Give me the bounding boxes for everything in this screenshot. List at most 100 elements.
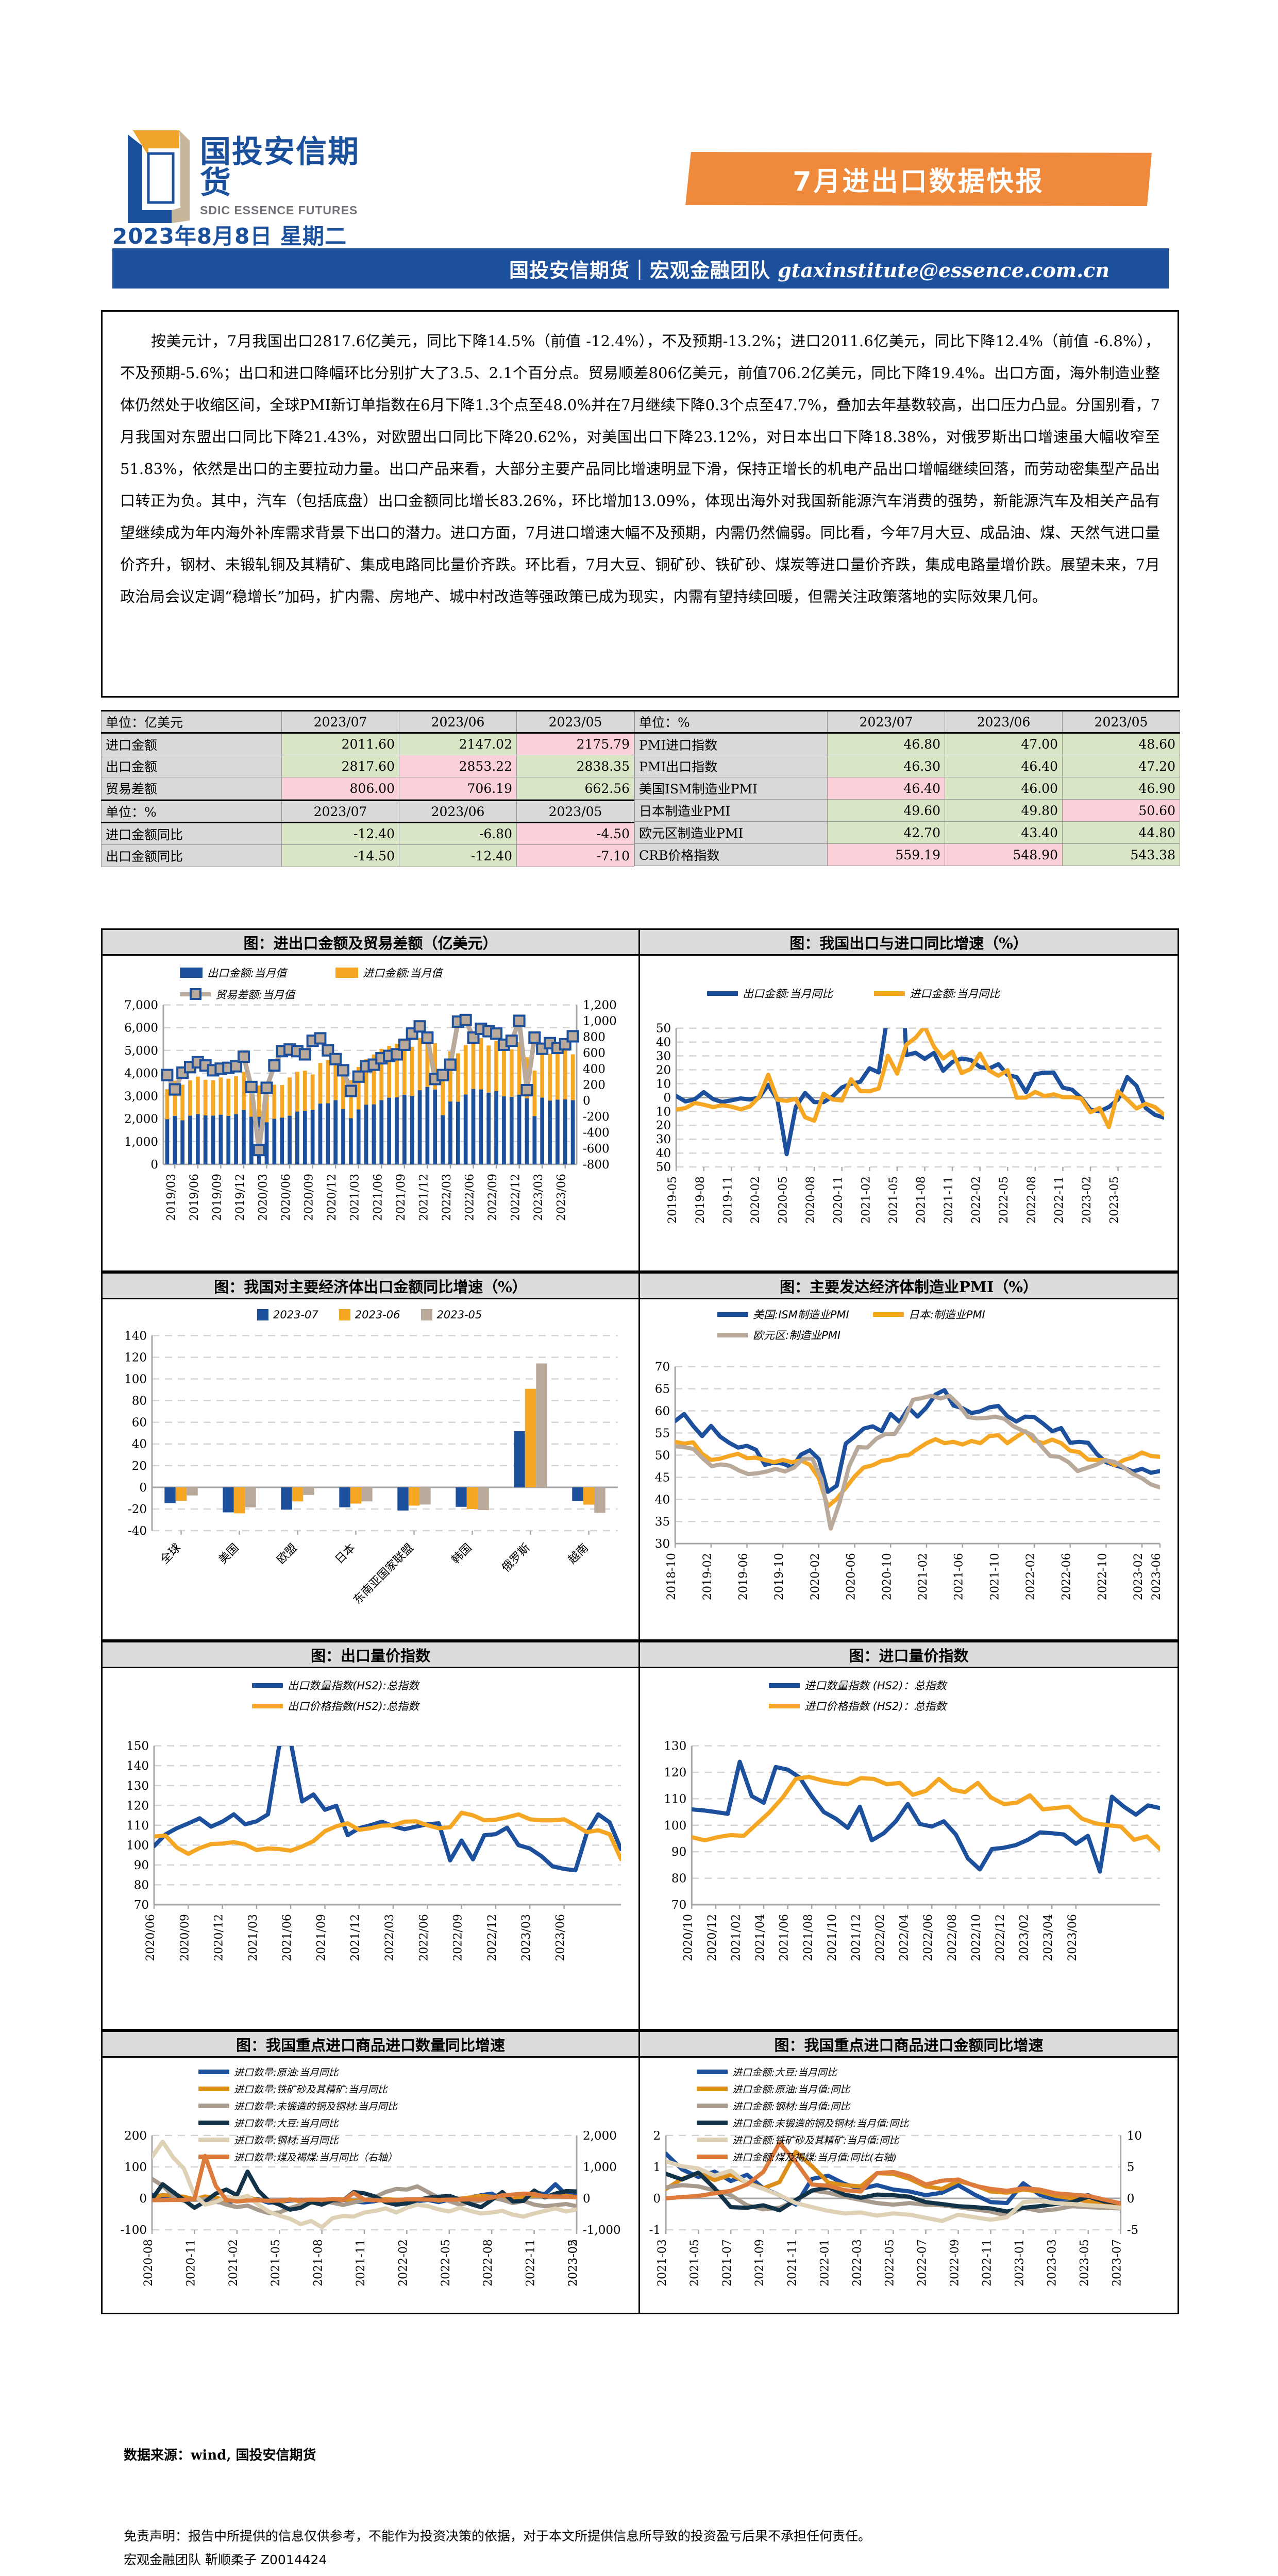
table-row: 进口金额同比 -12.40 -6.80 -4.50 (101, 822, 634, 845)
table-cell: 2853.22 (399, 755, 517, 777)
table-cell: 42.70 (827, 821, 945, 844)
svg-text:2020/06: 2020/06 (144, 1914, 157, 1961)
svg-text:6,000: 6,000 (124, 1022, 158, 1035)
svg-text:60: 60 (132, 1416, 147, 1430)
svg-text:2021-11: 2021-11 (355, 2239, 367, 2286)
table-cell: 46.30 (827, 755, 945, 777)
legend-swatch-jp (872, 1312, 904, 1317)
legend-swatch-soybean (198, 2121, 229, 2125)
table-cell: 46.80 (827, 733, 945, 755)
svg-text:2: 2 (653, 2129, 661, 2143)
svg-text:2023/03: 2023/03 (520, 1914, 533, 1961)
table-row-label: 出口金额同比 (101, 844, 282, 867)
svg-text:2018-10: 2018-10 (665, 1553, 678, 1600)
chart-card-export-volume-price: 图：出口量价指数 出口数量指数(HS2):总指数 出口价格指数(HS2):总指数… (101, 1641, 640, 2030)
legend-label: 进口金额:煤及褐煤:当月值:同比(右轴) (732, 2152, 897, 2163)
svg-text:2022/12: 2022/12 (486, 1914, 499, 1961)
legend-swatch-coal (198, 2155, 229, 2159)
svg-text:2019-06: 2019-06 (737, 1553, 750, 1600)
table-cell: 44.80 (1062, 821, 1180, 844)
charts-grid: 图：进出口金额及贸易差额（亿美元） 出口金额:当月值 进口金额:当月值 贸易差额… (101, 928, 1179, 2314)
legend-swatch-us (717, 1312, 748, 1317)
chart-title: 图：进口量价指数 (640, 1642, 1178, 1668)
svg-text:2022-02: 2022-02 (397, 2239, 410, 2286)
svg-text:-1: -1 (649, 2224, 661, 2237)
svg-text:东南亚国家联盟: 东南亚国家联盟 (351, 1541, 416, 1607)
disclaimer: 免责声明：报告中所提供的信息仅供参考，不能作为投资决策的依据，对于本文所提供信息… (124, 2524, 1180, 2572)
svg-text:2019-02: 2019-02 (701, 1553, 714, 1600)
svg-text:2020/03: 2020/03 (257, 1174, 270, 1221)
svg-text:2021-11: 2021-11 (943, 1176, 955, 1224)
table-cell: 46.40 (945, 755, 1063, 777)
svg-text:2022/02: 2022/02 (874, 1914, 887, 1961)
svg-text:120: 120 (126, 1799, 149, 1812)
svg-text:2020-02: 2020-02 (749, 1176, 762, 1224)
svg-text:1,200: 1,200 (583, 998, 617, 1012)
legend-label: 进口金额:铁矿砂及其精矿:当月值:同比 (732, 2135, 899, 2146)
legend-label: 美国:ISM制造业PMI (753, 1309, 849, 1321)
svg-text:2020-10: 2020-10 (881, 1553, 894, 1600)
svg-text:2021-02: 2021-02 (860, 1176, 872, 1224)
table-row: 出口金额 2817.60 2853.22 2838.35 (101, 755, 634, 777)
legend-swatch-crude (697, 2087, 728, 2091)
svg-text:韩国: 韩国 (449, 1541, 475, 1567)
chart-title: 图：出口量价指数 (103, 1642, 638, 1668)
svg-text:50: 50 (656, 1022, 671, 1036)
svg-text:2023-06: 2023-06 (1150, 1553, 1163, 1600)
legend-label: 2023-06 (355, 1309, 400, 1321)
svg-text:俄罗斯: 俄罗斯 (499, 1541, 532, 1575)
svg-text:-40: -40 (128, 1524, 147, 1538)
svg-text:日本: 日本 (333, 1541, 358, 1567)
svg-text:2020-08: 2020-08 (804, 1176, 817, 1224)
legend-label: 出口金额:当月同比 (743, 988, 833, 1000)
svg-text:2023-02: 2023-02 (567, 2239, 580, 2286)
svg-text:2022-05: 2022-05 (998, 1176, 1011, 1224)
svg-text:2023-01: 2023-01 (1013, 2239, 1027, 2286)
svg-text:2021/09: 2021/09 (395, 1174, 408, 1221)
legend-swatch-steel (198, 2138, 229, 2142)
svg-text:120: 120 (664, 1766, 686, 1780)
svg-text:0: 0 (653, 2192, 661, 2206)
chart-legend: 出口数量指数(HS2):总指数 出口价格指数(HS2):总指数 (252, 1677, 419, 1714)
table-cell: -12.40 (399, 844, 517, 867)
svg-text:50: 50 (656, 1161, 671, 1174)
svg-text:0: 0 (583, 2192, 591, 2206)
table-row-label: 贸易差额 (101, 777, 282, 800)
chart-card-trade-value-balance: 图：进出口金额及贸易差额（亿美元） 出口金额:当月值 进口金额:当月值 贸易差额… (101, 928, 640, 1272)
svg-text:2022-03: 2022-03 (850, 2239, 864, 2286)
svg-text:5,000: 5,000 (124, 1044, 158, 1058)
legend-label: 进口金额:未锻造的铜及铜材:当月值:同比 (732, 2118, 909, 2129)
chart-plot-area: -100 0 100 200 -1,000 0 1,000 2,000 2020-08 2020-… (120, 2129, 621, 2286)
svg-text:2023/06: 2023/06 (1066, 1914, 1079, 1961)
svg-text:140: 140 (126, 1759, 149, 1773)
chart-card-developed-pmi: 图：主要发达经济体制造业PMI（%） 美国:ISM制造业PMI 日本:制造业PM… (640, 1272, 1179, 1641)
page-header: 国投安信期货 SDIC ESSENCE FUTURES 7月进出口数据快报 20… (0, 0, 1278, 289)
legend-label: 进口价格指数 (HS2)：总指数 (804, 1700, 947, 1713)
chart-legend: 2023-07 2023-06 2023-05 (257, 1309, 482, 1321)
svg-text:欧盟: 欧盟 (275, 1541, 300, 1567)
chart-plot-area: 70 80 90 100 110 120 130 140 150 2020/06 2020/09 20… (126, 1740, 621, 1961)
table-cell: 46.40 (827, 777, 945, 800)
svg-text:2020-08: 2020-08 (142, 2239, 155, 2286)
svg-text:2020-06: 2020-06 (845, 1553, 858, 1600)
legend-marker-balance (190, 988, 201, 1000)
svg-text:800: 800 (583, 1030, 606, 1044)
table-cell: 48.60 (1062, 733, 1180, 755)
svg-text:200: 200 (124, 2129, 147, 2143)
svg-text:130: 130 (664, 1740, 686, 1753)
table-row-label: PMI出口指数 (634, 755, 828, 777)
svg-text:2020-05: 2020-05 (777, 1176, 790, 1224)
svg-text:200: 200 (583, 1078, 606, 1092)
chart-title: 图：我国对主要经济体出口金额同比增速（%） (103, 1274, 638, 1299)
table-row-label: 日本制造业PMI (634, 799, 828, 822)
svg-text:2022/09: 2022/09 (452, 1914, 465, 1961)
chart-legend: 进口数量指数 (HS2)：总指数 进口价格指数 (HS2)：总指数 (769, 1677, 947, 1714)
svg-text:2019/06: 2019/06 (188, 1174, 201, 1221)
svg-text:1: 1 (653, 2161, 661, 2174)
svg-text:40: 40 (655, 1493, 670, 1506)
svg-text:100: 100 (126, 1839, 149, 1852)
table-cell: 543.38 (1062, 843, 1180, 866)
svg-text:1,000: 1,000 (124, 1136, 158, 1149)
svg-text:-800: -800 (583, 1158, 610, 1172)
svg-text:-1,000: -1,000 (583, 2224, 621, 2237)
